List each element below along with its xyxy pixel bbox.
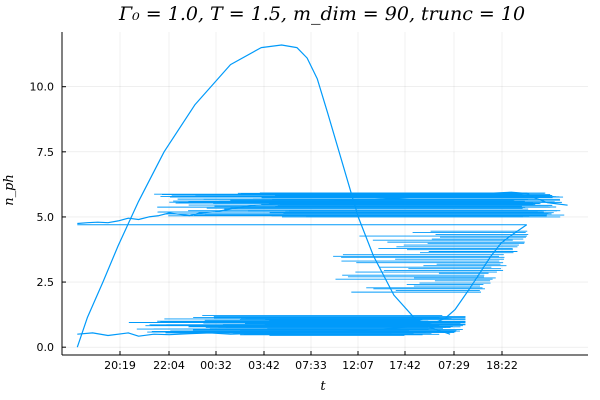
y-tick-label: 7.5 <box>37 146 55 159</box>
x-tick-label: 17:42 <box>389 359 421 372</box>
y-tick-label: 10.0 <box>30 81 55 94</box>
y-axis-label: n_ph <box>2 174 17 206</box>
x-tick-label: 22:04 <box>153 359 185 372</box>
x-tick-label: 12:07 <box>342 359 374 372</box>
x-tick-label: 03:42 <box>248 359 280 372</box>
traces <box>76 44 568 348</box>
x-tick-label: 18:22 <box>486 359 518 372</box>
y-tick-label: 2.5 <box>37 276 55 289</box>
chart-title: Γ₀ = 1.0, T = 1.5, m_dim = 90, trunc = 1… <box>118 3 525 25</box>
tick-labels: 0.0 2.5 5.0 7.5 10.0 20:19 22:04 00:32 03:42 07:3… <box>30 81 518 372</box>
x-tick-label: 20:19 <box>104 359 136 372</box>
series-line <box>76 44 451 348</box>
x-axis-label: t <box>320 379 326 394</box>
axes <box>61 32 588 356</box>
x-tick-label: 00:32 <box>200 359 232 372</box>
y-tick-label: 0.0 <box>37 341 55 354</box>
y-tick-label: 5.0 <box>37 211 55 224</box>
x-tick-label: 07:33 <box>295 359 327 372</box>
x-tick-label: 07:29 <box>438 359 470 372</box>
